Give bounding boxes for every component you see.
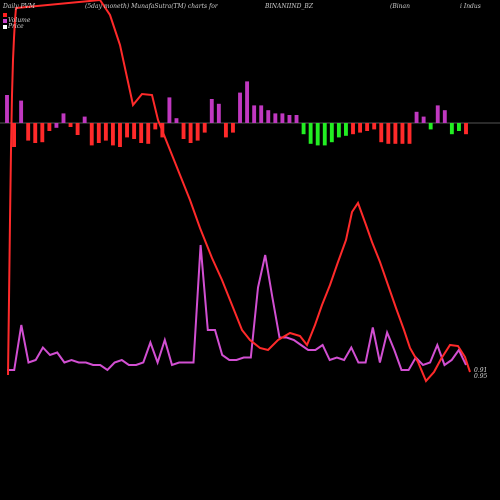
volume-bar xyxy=(61,113,66,123)
volume-bar xyxy=(372,123,377,130)
volume-bar xyxy=(428,123,433,130)
volume-bar xyxy=(146,123,151,144)
volume-bar xyxy=(358,123,363,133)
header-symbol: BINANIIND_BZ xyxy=(265,3,313,10)
volume-bar xyxy=(315,123,320,146)
volume-bar xyxy=(19,100,24,123)
volume-bar xyxy=(245,81,250,123)
volume-bar xyxy=(259,105,264,123)
volume-bar xyxy=(40,123,45,143)
volume-bar xyxy=(223,123,228,138)
volume-bar xyxy=(322,123,327,146)
volume-bar xyxy=(365,123,370,131)
volume-bar xyxy=(400,123,405,144)
legend-swatch-2 xyxy=(3,18,7,23)
legend-label-2: Volume xyxy=(8,17,31,24)
legend-item-3: Price xyxy=(3,23,24,30)
volume-bar xyxy=(435,105,440,123)
volume-bar xyxy=(379,123,384,143)
volume-bar xyxy=(252,105,257,123)
volume-bar xyxy=(421,116,426,123)
volume-bar xyxy=(449,123,454,135)
volume-bar xyxy=(47,123,52,131)
volume-bar xyxy=(464,123,468,135)
volume-bar xyxy=(139,123,144,143)
volume-bar xyxy=(209,99,214,123)
volume-bar xyxy=(5,95,9,123)
end-label-lower: 0.95 xyxy=(474,373,488,380)
volume-bar xyxy=(414,111,419,123)
volume-line xyxy=(7,244,467,372)
volume-bar xyxy=(344,123,348,136)
volume-bar xyxy=(82,116,87,123)
volume-bar xyxy=(103,123,108,141)
volume-bar xyxy=(336,123,341,138)
volume-bar xyxy=(125,123,129,138)
volume-bar xyxy=(188,123,193,143)
volume-bar xyxy=(195,123,200,141)
legend-swatch-3 xyxy=(3,24,7,29)
legend-item-2: Volume xyxy=(3,17,30,24)
volume-bar xyxy=(118,123,122,147)
price-line xyxy=(7,0,471,383)
volume-bar xyxy=(280,113,285,123)
header-right-1: (Binan xyxy=(390,3,410,10)
volume-bar xyxy=(33,123,38,143)
volume-bar xyxy=(202,123,207,133)
volume-bar xyxy=(153,123,158,130)
volume-bar xyxy=(132,123,137,139)
volume-bar xyxy=(294,115,299,123)
volume-bar xyxy=(216,103,221,123)
volume-bar xyxy=(26,123,31,141)
volume-bar xyxy=(393,123,398,144)
volume-bar xyxy=(308,123,313,144)
volume-bar xyxy=(457,123,461,131)
volume-bar xyxy=(89,123,94,146)
header-right-2: i Indus xyxy=(460,3,481,10)
volume-bar xyxy=(287,115,292,123)
volume-bars xyxy=(5,81,468,147)
volume-bar xyxy=(301,123,306,135)
volume-bar xyxy=(174,118,179,123)
end-label-upper: 0.91 xyxy=(474,367,487,374)
legend-swatch-1 xyxy=(3,12,7,17)
volume-bar xyxy=(96,123,101,143)
volume-bar xyxy=(110,123,115,146)
volume-bar xyxy=(386,123,391,144)
volume-bar xyxy=(266,110,271,123)
volume-bar xyxy=(12,123,16,147)
legend-label-3: Price xyxy=(8,23,24,30)
volume-bar xyxy=(238,92,242,123)
volume-bar xyxy=(442,110,447,123)
volume-bar xyxy=(68,123,73,127)
volume-bar xyxy=(407,123,412,144)
volume-bar xyxy=(351,123,355,135)
legend-item-1 xyxy=(3,11,8,18)
volume-bar xyxy=(329,123,334,143)
header-center-left: (5day moneth) MunafaSutra(TM) charts for xyxy=(85,3,218,10)
volume-bar xyxy=(54,123,59,128)
volume-bar xyxy=(273,113,278,123)
volume-bar xyxy=(167,97,172,123)
header-left: Daily PVM xyxy=(3,3,36,10)
volume-bar xyxy=(181,123,186,139)
volume-bar xyxy=(231,123,235,133)
volume-bar xyxy=(75,123,80,135)
